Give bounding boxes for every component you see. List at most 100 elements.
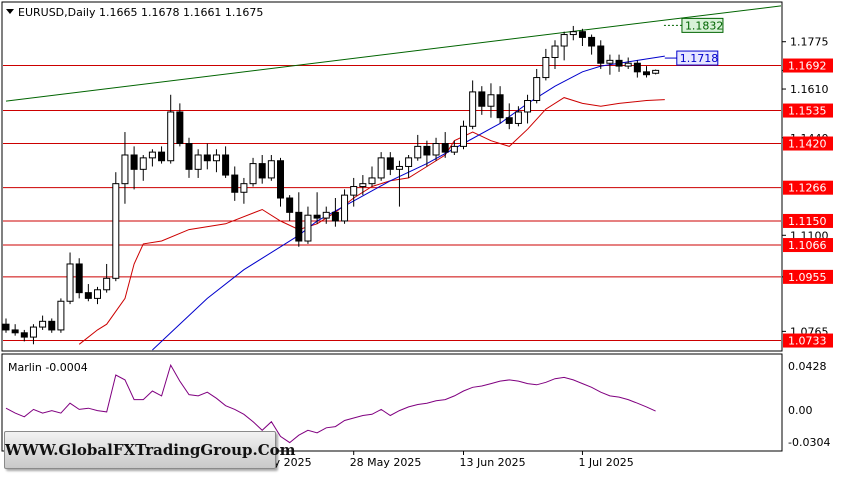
- candle-body: [533, 77, 541, 102]
- candle-body: [185, 143, 193, 170]
- candle-body: [578, 31, 586, 38]
- candle-body: [304, 214, 312, 242]
- level-label: 1.1692: [788, 60, 827, 73]
- candle-body: [460, 125, 467, 147]
- indicator-axis-top: 0.0428: [788, 360, 827, 373]
- red-moving-average: [78, 97, 665, 345]
- level-label: 1.1150: [788, 215, 827, 228]
- candles: [2, 25, 660, 345]
- candle-body: [560, 34, 568, 47]
- candle-body: [350, 186, 358, 196]
- candle-body: [341, 194, 349, 222]
- candle-body: [48, 320, 56, 331]
- channel-label: 1.1832: [685, 19, 724, 32]
- candle-body: [286, 197, 294, 213]
- candle-body: [478, 91, 486, 107]
- candle-body: [231, 174, 239, 193]
- candle-body: [569, 31, 577, 36]
- indicator-plot-frame: [1, 353, 783, 452]
- channel-label-box: [681, 17, 724, 33]
- candle-body: [469, 91, 477, 127]
- indicator-label: Marlin -0.0004: [8, 361, 88, 374]
- candle-body: [176, 111, 184, 145]
- candle-body: [249, 163, 257, 185]
- candle-body: [194, 154, 202, 170]
- level-label-box: [783, 136, 833, 151]
- candle-body: [240, 183, 248, 193]
- candle-body: [158, 151, 166, 162]
- candle-body: [368, 177, 376, 185]
- level-label-box: [783, 58, 833, 73]
- candle-body: [551, 45, 559, 58]
- candle-body: [20, 332, 28, 338]
- candle-body: [222, 154, 230, 176]
- main-plot-frame: [1, 1, 783, 352]
- candle-body: [203, 154, 211, 162]
- candle-body: [514, 111, 522, 124]
- candle-body: [139, 157, 147, 170]
- candle-body: [606, 59, 614, 64]
- candle-body: [277, 160, 284, 199]
- marlin-oscillator-line: [5, 363, 656, 444]
- candle-body: [395, 165, 403, 170]
- candle-body: [652, 69, 660, 74]
- level-labels: 1.1692 1.1535 1.1420 1.1266 1.1150 1.1066 1.09…: [663, 17, 833, 348]
- level-label-box: [783, 180, 833, 195]
- level-label-box: [783, 333, 833, 348]
- candle-body: [643, 71, 650, 76]
- level-label: 1.1535: [788, 105, 827, 118]
- watermark-banner: WWW.GlobalFXTradingGroup.Com: [4, 431, 296, 469]
- candle-body: [423, 145, 431, 156]
- time-tick-label: 28 May 2025: [350, 456, 422, 469]
- candle-body: [57, 300, 65, 331]
- candle-body: [121, 154, 129, 185]
- indicator-axis-bottom: -0.0304: [788, 436, 830, 449]
- candle-body: [597, 45, 605, 64]
- candle-body: [212, 154, 220, 162]
- indicator-series: [5, 363, 656, 444]
- level-label: 1.0955: [788, 271, 827, 284]
- green-channel-line: [5, 5, 782, 102]
- candle-body: [450, 145, 458, 153]
- price-tick-label: 1.1775: [790, 36, 829, 49]
- blue-label-box: [676, 50, 719, 66]
- level-label: 1.0733: [788, 335, 827, 348]
- candle-body: [66, 263, 74, 302]
- candle-body: [496, 94, 504, 119]
- candle-body: [487, 94, 495, 107]
- candle-body: [386, 157, 394, 170]
- candle-body: [505, 117, 513, 124]
- candle-body: [2, 323, 10, 331]
- candle-body: [524, 100, 532, 113]
- candle-body: [441, 143, 449, 153]
- candle-body: [11, 329, 19, 334]
- candle-body: [167, 111, 175, 162]
- time-tick-label: 1 Jul 2025: [578, 456, 633, 469]
- candle-body: [313, 214, 321, 219]
- candle-body: [633, 62, 641, 73]
- time-tick-label: 13 Jun 2025: [460, 456, 526, 469]
- indicator-axis-zero: 0.00: [788, 404, 813, 417]
- level-label-box: [783, 213, 833, 228]
- candle-body: [295, 211, 303, 242]
- price-tick-label: 1.1610: [790, 83, 829, 96]
- candle-body: [258, 163, 266, 179]
- chart-header: EURUSD,Daily 1.1665 1.1678 1.1661 1.1675: [18, 6, 263, 19]
- candle-body: [405, 157, 413, 167]
- candle-body: [615, 59, 623, 67]
- horizontal-levels: [3, 65, 781, 342]
- candle-body: [112, 183, 120, 279]
- candle-body: [84, 292, 92, 299]
- candle-body: [103, 277, 111, 291]
- level-label-box: [783, 103, 833, 118]
- candle-body: [359, 183, 367, 188]
- candle-body: [148, 151, 156, 159]
- candle-body: [331, 211, 339, 222]
- level-label: 1.1420: [788, 138, 827, 151]
- candle-body: [377, 157, 385, 179]
- blue-label: 1.1718: [680, 52, 719, 65]
- candle-body: [39, 320, 47, 328]
